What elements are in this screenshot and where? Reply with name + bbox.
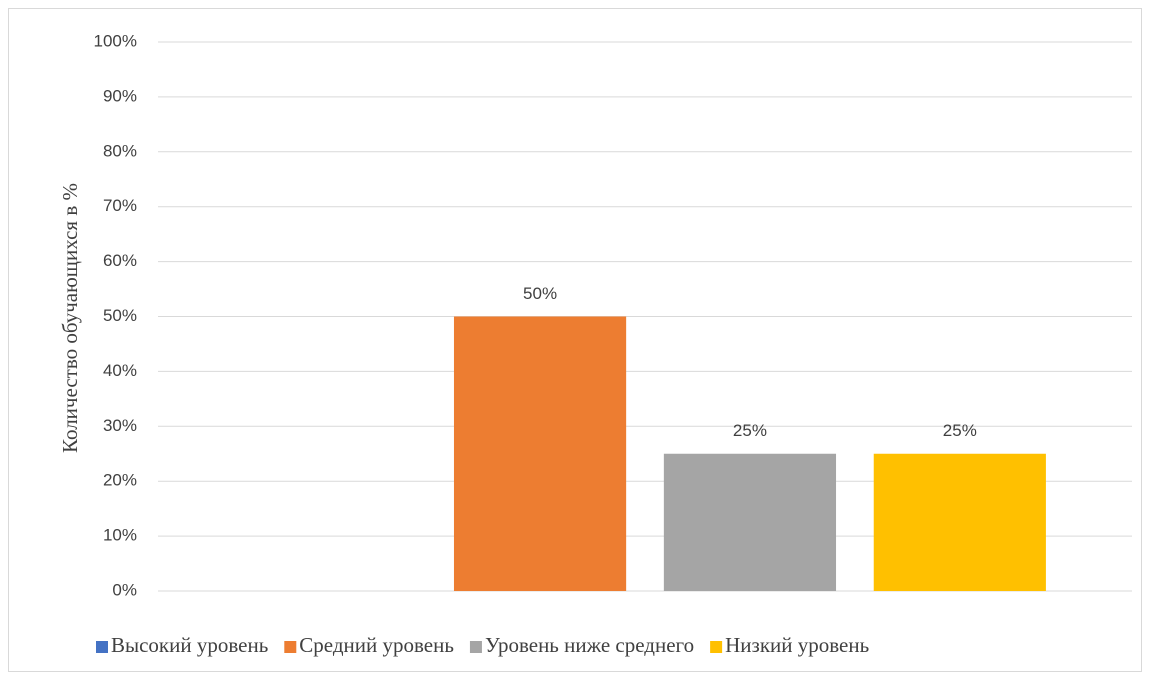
y-tick-label: 50%	[103, 306, 137, 325]
legend-label: Средний уровень	[299, 633, 454, 657]
bar-3	[663, 453, 837, 591]
legend-label: Уровень ниже среднего	[485, 633, 694, 657]
y-axis-ticks: 0% 10% 20% 30% 40% 50% 60% 70% 80% 90% 100%	[94, 31, 137, 599]
legend: Высокий уровень Средний уровень Уровень ни…	[96, 633, 869, 657]
y-tick-label: 0%	[112, 580, 137, 599]
legend-swatch	[96, 641, 108, 653]
legend-swatch	[710, 641, 723, 653]
y-tick-label: 100%	[94, 31, 137, 50]
y-axis-label: Количество обучающихся в %	[58, 183, 82, 453]
y-tick-label: 20%	[103, 471, 137, 490]
legend-label: Низкий уровень	[725, 633, 869, 657]
bars	[453, 316, 1046, 591]
y-tick-label: 90%	[103, 86, 137, 105]
y-tick-label: 30%	[103, 416, 137, 435]
legend-swatch	[469, 641, 482, 653]
data-label: 25%	[943, 421, 977, 440]
y-tick-label: 70%	[103, 196, 137, 215]
data-label: 25%	[733, 421, 767, 440]
bar-4	[873, 453, 1046, 591]
y-tick-label: 10%	[103, 526, 137, 545]
bar-2	[453, 316, 627, 591]
y-tick-label: 80%	[103, 141, 137, 160]
y-tick-label: 40%	[103, 361, 137, 380]
data-labels: 50% 25% 25%	[523, 284, 977, 440]
y-tick-label: 60%	[103, 251, 137, 270]
legend-swatch	[284, 641, 297, 653]
legend-label: Высокий уровень	[111, 633, 268, 657]
data-label: 50%	[523, 284, 557, 303]
